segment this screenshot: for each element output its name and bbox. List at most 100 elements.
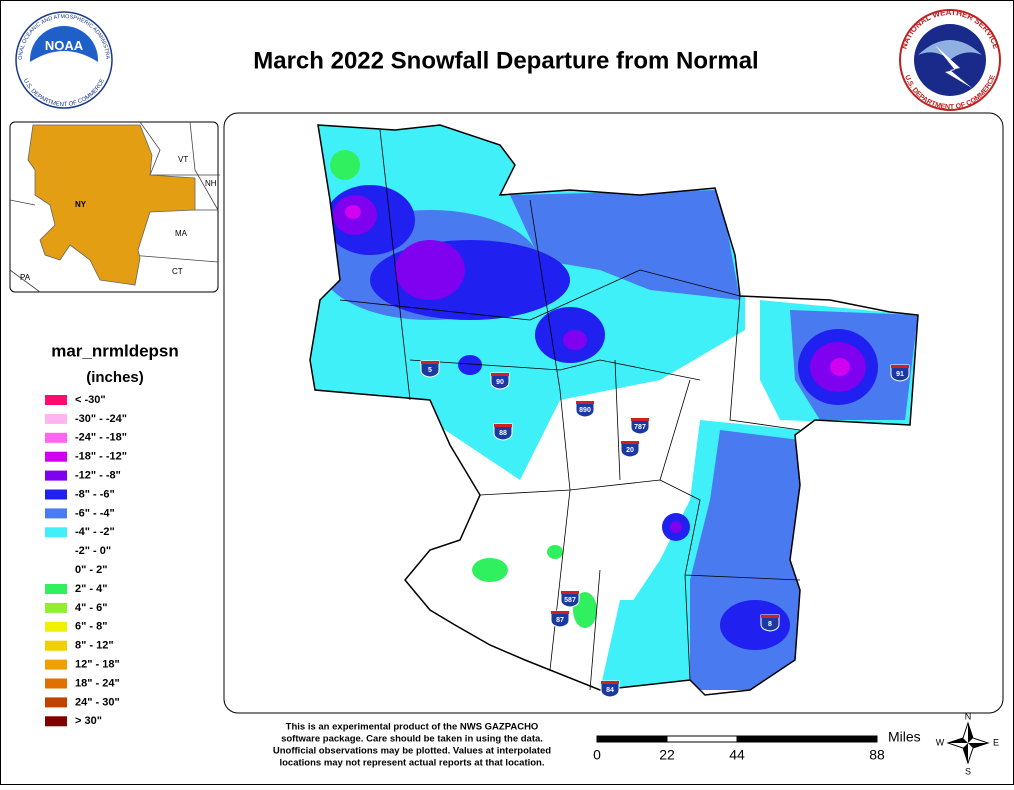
legend-swatch xyxy=(45,527,67,538)
legend-label: -6" - -4" xyxy=(75,507,115,519)
highway-shield-top xyxy=(576,401,594,404)
highway-number: 87 xyxy=(556,617,564,624)
highway-shield xyxy=(493,423,513,441)
nws-logo: NATIONAL WEATHER SERVICE U.S. DEPARTMENT… xyxy=(899,8,1001,111)
scale-unit: Miles xyxy=(888,729,921,745)
legend-swatch xyxy=(45,395,67,405)
highway-shield-top xyxy=(761,615,779,618)
legend-swatch xyxy=(45,697,67,708)
legend-label: -2" - 0" xyxy=(75,545,111,557)
compass-rose-fill xyxy=(948,723,988,763)
legend-label: -30" - -24" xyxy=(75,413,127,425)
highway-number: 88 xyxy=(499,430,507,437)
compass-letter: N xyxy=(965,711,972,721)
highway-number: 90 xyxy=(496,379,504,386)
footnote-line: locations may not represent actual repor… xyxy=(279,758,544,769)
legend-label: 12" - 18" xyxy=(75,659,120,671)
scale-segment xyxy=(596,735,668,743)
noaa-name: NOAA xyxy=(45,38,84,53)
scale-label: 22 xyxy=(659,747,675,763)
inset-label: NH xyxy=(205,179,217,188)
legend-label: -12" - -8" xyxy=(75,470,121,482)
legend-swatch xyxy=(45,432,67,443)
legend-label: 24" - 30" xyxy=(75,696,120,708)
inset-label: MA xyxy=(175,229,188,238)
highway-shield-top xyxy=(551,611,569,614)
highway-number: 91 xyxy=(896,371,904,378)
inset-label: NY xyxy=(75,200,87,209)
inset-map: VT NH NY MA CT PA xyxy=(9,121,220,293)
legend-label: -8" - -6" xyxy=(75,488,115,500)
highway-number: 20 xyxy=(626,447,634,454)
legend-swatch xyxy=(45,470,67,481)
highway-number: 587 xyxy=(564,597,576,604)
highway-shield xyxy=(420,360,440,378)
highway-shield xyxy=(760,614,780,632)
highway-number: 8 xyxy=(768,621,772,628)
scale-label: 88 xyxy=(869,747,885,763)
highway-shield-top xyxy=(631,418,649,421)
legend-swatch xyxy=(45,716,67,727)
highway-shield-top xyxy=(561,591,579,594)
highway-number: 5 xyxy=(428,367,432,374)
legend-label: 6" - 8" xyxy=(75,621,107,633)
legend-swatch xyxy=(45,659,67,670)
legend-label: 18" - 24" xyxy=(75,677,120,689)
legend-label: 8" - 12" xyxy=(75,640,114,652)
legend-swatch xyxy=(45,489,67,500)
highway-shield-top xyxy=(494,424,512,427)
compass-letter: W xyxy=(936,737,945,747)
highway-shield xyxy=(620,440,640,458)
legend-swatch xyxy=(45,413,67,424)
scale-label: 44 xyxy=(729,747,745,763)
legend-swatch xyxy=(45,451,67,462)
highway-shield xyxy=(630,417,650,435)
legend-swatch xyxy=(45,640,67,651)
legend-units: (inches) xyxy=(86,369,144,386)
highway-shield xyxy=(550,610,570,628)
highway-number: 890 xyxy=(579,407,591,414)
highway-number: 84 xyxy=(606,687,614,694)
county-lines xyxy=(309,124,919,696)
legend-swatch xyxy=(45,565,67,576)
highway-number: 787 xyxy=(634,424,646,431)
legend-swatch xyxy=(45,602,67,613)
highway-shield xyxy=(575,400,595,418)
highway-shield-top xyxy=(421,361,439,364)
legend-label: < -30" xyxy=(75,394,106,406)
legend-label: > 30" xyxy=(75,715,102,727)
highway-shield-top xyxy=(891,365,909,368)
highway-shield-top xyxy=(601,681,619,684)
legend-swatch xyxy=(45,584,67,594)
legend-label: -18" - -12" xyxy=(75,451,127,463)
legend-label: 4" - 6" xyxy=(75,602,107,614)
highway-shield-top xyxy=(491,373,509,376)
inset-label: VT xyxy=(178,155,188,164)
highway-shield xyxy=(600,680,620,698)
legend-swatch xyxy=(45,678,67,689)
legend-label: 0" - 2" xyxy=(75,564,107,576)
footnote-line: This is an experimental product of the N… xyxy=(286,722,539,733)
legend-swatch xyxy=(45,508,67,519)
inset-label: PA xyxy=(20,273,31,282)
legend-title: mar_nrmldepsn xyxy=(51,341,179,360)
legend-swatch xyxy=(45,621,67,632)
legend-label: -24" - -18" xyxy=(75,432,127,444)
scale-label: 0 xyxy=(593,747,601,763)
legend-label: -4" - -2" xyxy=(75,526,115,538)
footnote-line: software package. Care should be taken i… xyxy=(281,734,543,745)
legend-swatch xyxy=(45,546,67,557)
highway-shield xyxy=(490,372,510,390)
compass-letter: E xyxy=(993,737,999,747)
footnote-line: Unofficial observations may be plotted. … xyxy=(273,746,551,757)
highway-shield-top xyxy=(621,441,639,444)
scale-segment xyxy=(666,735,738,743)
inset-label: CT xyxy=(172,267,183,276)
highway-shield xyxy=(890,364,910,382)
title: March 2022 Snowfall Departure from Norma… xyxy=(253,47,758,74)
highway-shield xyxy=(560,590,580,608)
legend-label: 2" - 4" xyxy=(75,583,107,595)
compass-letter: S xyxy=(965,766,971,776)
scale-segment xyxy=(736,735,878,743)
